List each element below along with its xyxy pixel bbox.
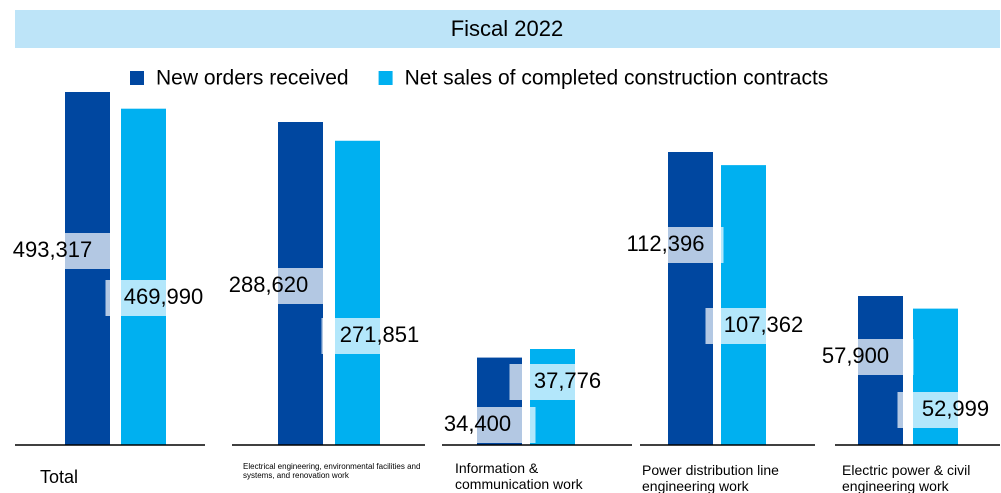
value-label: 112,396 xyxy=(627,231,705,256)
value-label: 52,999 xyxy=(922,396,989,421)
legend-swatch xyxy=(130,71,144,85)
category-label: Power distribution line engineering work xyxy=(642,462,779,493)
value-label: 469,990 xyxy=(124,284,204,309)
value-label: 57,900 xyxy=(822,343,889,368)
value-label: 288,620 xyxy=(229,272,309,297)
bar xyxy=(668,152,713,445)
value-label-box xyxy=(897,392,1001,428)
value-label: 34,400 xyxy=(444,411,511,436)
bar xyxy=(721,165,766,445)
value-label-box xyxy=(210,268,327,304)
title-band xyxy=(15,10,1000,48)
value-label-box xyxy=(105,280,222,316)
value-label-box xyxy=(797,339,914,375)
legend-label: New orders received xyxy=(156,67,349,90)
bar xyxy=(335,140,380,446)
category-label: Electrical engineering, environmental fa… xyxy=(243,462,421,481)
legend-swatch xyxy=(378,71,393,85)
category-label: Total xyxy=(40,467,79,487)
value-label-box xyxy=(607,227,724,263)
bar xyxy=(121,108,166,446)
value-label-box xyxy=(509,364,626,400)
value-label-box xyxy=(0,233,111,269)
value-label-box xyxy=(321,318,438,354)
value-label: 107,362 xyxy=(724,312,804,337)
value-label: 271,851 xyxy=(340,322,420,347)
category-label: Information & communication work xyxy=(455,460,583,493)
category-label: Electric power & civil engineering work xyxy=(842,462,971,493)
value-label-box xyxy=(419,407,536,443)
legend-label: Net sales of completed construction cont… xyxy=(405,67,829,90)
value-label: 37,776 xyxy=(534,368,601,393)
chart-title: Fiscal 2022 xyxy=(451,16,564,41)
value-label: 493,317 xyxy=(13,237,93,262)
value-label-box xyxy=(705,308,822,344)
